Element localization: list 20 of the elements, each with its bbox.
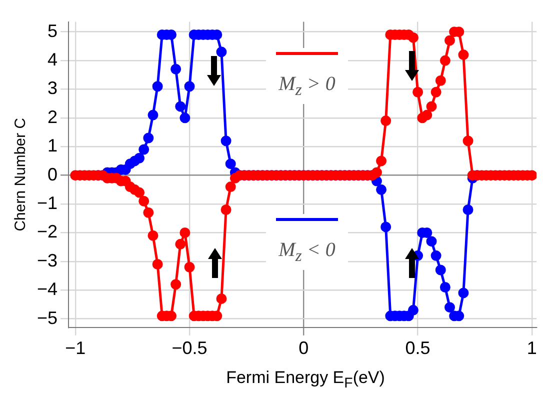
legend-label: M$_{z}$ > 0 [278,73,336,100]
y-tick-label: 4 [48,50,58,70]
y-tick-label: −3 [36,250,58,270]
x-tick-label: −1 [65,338,86,358]
x-tick-label: 0.5 [405,338,430,358]
y-tick-label: 0 [48,164,58,184]
x-tick-label: 0 [298,338,309,358]
legend-label: M$_{z}$ < 0 [278,239,336,266]
x-axis-title: Fermi Energy E$_{F}$(eV) [225,368,386,392]
x-tick-label: 1 [526,338,537,358]
y-tick-label: −4 [36,279,58,300]
x-tick-label: −0.5 [172,338,208,358]
y-axis-title: Chern Number C [12,118,30,232]
y-tick-label: 3 [48,78,58,98]
y-tick-label: −1 [36,192,58,213]
y-tick-label: −2 [36,222,58,242]
y-tick-label: 2 [48,106,58,127]
y-tick-label: −5 [36,308,58,328]
y-tick-label: 1 [48,136,58,156]
y-tick-label: 5 [48,20,58,41]
